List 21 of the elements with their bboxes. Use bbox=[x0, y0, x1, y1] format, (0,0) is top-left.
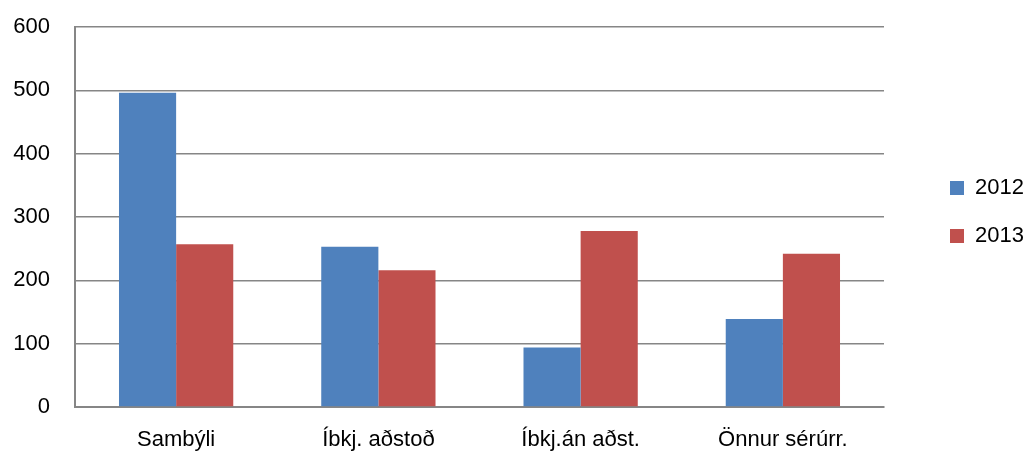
bar bbox=[378, 270, 436, 407]
legend-label: 2013 bbox=[975, 222, 1024, 248]
y-tick-label: 500 bbox=[13, 76, 50, 102]
y-tick-label: 300 bbox=[13, 203, 50, 229]
y-tick-label: 0 bbox=[37, 393, 50, 419]
bar bbox=[523, 347, 581, 407]
y-tick-label: 100 bbox=[13, 329, 50, 355]
bar bbox=[580, 230, 638, 407]
y-tick-label: 200 bbox=[13, 266, 50, 292]
bar bbox=[725, 318, 783, 407]
y-tick-label: 400 bbox=[13, 139, 50, 165]
x-tick-label: Sambýli bbox=[137, 426, 216, 452]
bar bbox=[782, 253, 841, 407]
x-tick-label: Íbkj. aðstoð bbox=[322, 426, 435, 452]
x-tick-label: Önnur sérúrr. bbox=[718, 426, 848, 452]
bar bbox=[321, 246, 379, 407]
x-tick-label: Íbkj.án aðst. bbox=[521, 426, 640, 452]
bar bbox=[176, 244, 234, 407]
legend-label: 2012 bbox=[975, 174, 1024, 200]
bar bbox=[118, 92, 177, 407]
y-tick-label: 600 bbox=[13, 13, 50, 39]
